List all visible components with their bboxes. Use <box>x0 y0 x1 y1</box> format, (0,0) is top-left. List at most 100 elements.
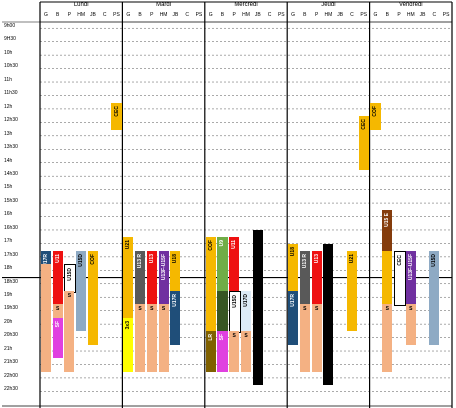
block-label: U17R <box>172 294 179 307</box>
time-label: 16h <box>4 211 13 218</box>
day-header-jeudi: Jeudi <box>321 2 336 8</box>
block-label: S <box>314 306 319 313</box>
block-label: U15D <box>78 253 85 267</box>
schedule-block[interactable]: CEC <box>393 250 407 307</box>
block-label: S <box>232 333 236 340</box>
column-header: G <box>373 12 378 18</box>
schedule-block[interactable]: U18 <box>288 243 299 291</box>
schedule-block[interactable]: COF <box>87 250 99 345</box>
column-header: C <box>350 12 354 18</box>
schedule-block[interactable]: U17R <box>288 291 299 345</box>
schedule-block[interactable]: U18 <box>170 250 181 291</box>
column-header: P <box>314 12 319 18</box>
schedule-block[interactable]: S <box>405 304 416 345</box>
schedule-block[interactable]: U13F-U15F <box>405 250 416 305</box>
schedule-block[interactable]: CEC <box>111 102 122 130</box>
column-header: JB <box>172 12 179 18</box>
block-label: COF <box>207 240 214 251</box>
schedule-block[interactable]: U15 E <box>382 210 393 251</box>
schedule-block[interactable]: U11 <box>52 250 63 305</box>
block-label: U9 <box>219 240 226 247</box>
block-label: CEC <box>397 254 404 266</box>
time-label: 14h30 <box>4 170 18 177</box>
block-label: U13 <box>148 253 155 263</box>
block-label: U17D <box>242 294 249 307</box>
block-label: U21 <box>125 240 132 250</box>
schedule-block[interactable]: S <box>158 304 169 372</box>
schedule-block[interactable] <box>217 291 228 345</box>
day-header-mardi: Mardi <box>156 2 172 8</box>
column-header: C <box>102 12 107 18</box>
column-header: P <box>397 12 401 18</box>
block-label: S <box>303 306 307 313</box>
time-label: 18h <box>4 265 13 272</box>
block-label: U15D <box>431 253 438 267</box>
time-label: 18h30 <box>4 278 18 285</box>
schedule-block[interactable] <box>323 243 334 386</box>
block-label: S <box>67 293 72 299</box>
block-label: COF <box>372 105 379 117</box>
schedule-block[interactable]: SF <box>217 331 228 372</box>
column-header: PS <box>360 12 368 18</box>
time-label: 9H30 <box>4 36 16 43</box>
time-label: 21h30 <box>4 359 18 366</box>
schedule-block[interactable]: U11 <box>229 237 240 291</box>
schedule-block[interactable]: U17D <box>240 291 252 332</box>
schedule-block[interactable]: CEC <box>358 116 369 170</box>
schedule-block[interactable]: COF <box>205 237 216 332</box>
column-header: G <box>43 12 48 18</box>
schedule-block[interactable]: U15D <box>76 250 87 332</box>
schedule-block[interactable]: U13 <box>146 250 157 305</box>
time-label: 17h <box>4 238 13 245</box>
schedule-block[interactable] <box>40 264 51 372</box>
schedule-block[interactable]: U15D <box>229 291 242 334</box>
time-label: 13h30 <box>4 144 18 151</box>
block-label: CEC <box>360 119 367 130</box>
schedule-block[interactable]: COF <box>370 102 381 130</box>
block-label: U13 R <box>137 253 144 268</box>
time-label: 17h30 <box>4 251 18 258</box>
column-header: JB <box>337 12 344 18</box>
time-label: 19h <box>4 292 13 298</box>
time-label: 14h <box>4 157 13 164</box>
schedule-block[interactable]: U15D <box>64 264 77 293</box>
block-label: S <box>161 306 166 313</box>
schedule-block[interactable]: U17R <box>40 250 51 265</box>
schedule-block[interactable]: U13 R <box>299 250 310 305</box>
block-label: U13 R <box>301 253 308 268</box>
schedule-block[interactable]: U17R <box>170 291 181 345</box>
time-label: 15h <box>4 184 13 191</box>
schedule-block[interactable]: U13 <box>311 250 322 305</box>
column-header: PS <box>195 12 203 18</box>
schedule-block[interactable]: S <box>64 291 75 372</box>
schedule-block[interactable]: LR <box>205 331 216 372</box>
time-label: 12h <box>4 103 13 110</box>
schedule-block[interactable]: SF <box>52 317 63 359</box>
block-label: U17R <box>290 294 297 307</box>
schedule-block[interactable] <box>252 230 263 386</box>
schedule-block[interactable]: S <box>382 304 393 372</box>
schedule-block[interactable]: U13 R <box>134 250 146 305</box>
schedule-block[interactable]: 3x3 <box>123 317 134 372</box>
column-header: C <box>267 12 272 18</box>
block-label: S <box>385 306 389 313</box>
schedule-block[interactable]: U15D <box>429 250 440 345</box>
schedule-block[interactable]: U9 <box>217 237 228 291</box>
column-header: HM <box>242 12 250 18</box>
block-label: S <box>55 306 60 313</box>
schedule-block[interactable]: S <box>146 304 157 372</box>
schedule-block[interactable]: S <box>229 331 240 372</box>
schedule-block[interactable] <box>382 250 393 305</box>
block-label: S <box>138 306 142 313</box>
time-label: 11h <box>4 76 12 83</box>
schedule-block[interactable]: U13F-U15F <box>158 250 169 305</box>
schedule-block[interactable]: U21 <box>123 237 134 318</box>
schedule-block[interactable]: U21 <box>346 250 357 332</box>
column-header: JB <box>254 12 261 18</box>
schedule-block[interactable]: S <box>311 304 322 372</box>
schedule-block[interactable]: S <box>240 331 252 372</box>
schedule-block[interactable]: S <box>299 304 310 372</box>
schedule-block[interactable]: S <box>134 304 146 372</box>
time-label: 22h30 <box>4 386 18 393</box>
